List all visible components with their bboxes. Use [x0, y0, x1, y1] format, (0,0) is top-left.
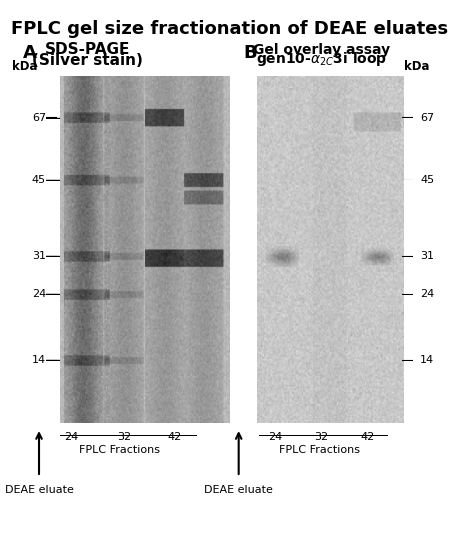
Text: kDa: kDa: [12, 60, 38, 73]
Text: 24: 24: [64, 432, 78, 442]
Text: A: A: [23, 44, 37, 62]
Text: Gel overlay assay: Gel overlay assay: [253, 43, 390, 57]
Text: 45: 45: [32, 175, 46, 185]
Text: 32: 32: [314, 432, 328, 442]
Text: 24: 24: [32, 289, 46, 299]
Text: (Silver stain): (Silver stain): [32, 53, 143, 68]
Text: 31: 31: [32, 251, 46, 261]
Text: FPLC gel size fractionation of DEAE eluates: FPLC gel size fractionation of DEAE elua…: [11, 20, 448, 37]
Text: B: B: [243, 44, 257, 62]
Text: 42: 42: [360, 432, 375, 442]
Text: DEAE eluate: DEAE eluate: [5, 485, 73, 495]
Text: 42: 42: [167, 432, 182, 442]
Text: 32: 32: [117, 432, 131, 442]
Text: gen10-$\alpha_{2C}$3i loop: gen10-$\alpha_{2C}$3i loop: [256, 50, 387, 68]
Text: kDa: kDa: [403, 60, 429, 73]
Text: 31: 31: [420, 251, 434, 261]
Text: 67: 67: [32, 113, 46, 122]
Text: 67: 67: [420, 113, 434, 122]
Text: DEAE eluate: DEAE eluate: [204, 485, 273, 495]
Text: SDS-PAGE: SDS-PAGE: [45, 42, 130, 57]
Text: FPLC Fractions: FPLC Fractions: [279, 446, 359, 455]
Text: 45: 45: [420, 175, 434, 185]
Text: 14: 14: [420, 356, 434, 365]
Text: 24: 24: [420, 289, 434, 299]
Text: 24: 24: [268, 432, 283, 442]
Text: 14: 14: [32, 356, 46, 365]
Text: FPLC Fractions: FPLC Fractions: [79, 446, 160, 455]
